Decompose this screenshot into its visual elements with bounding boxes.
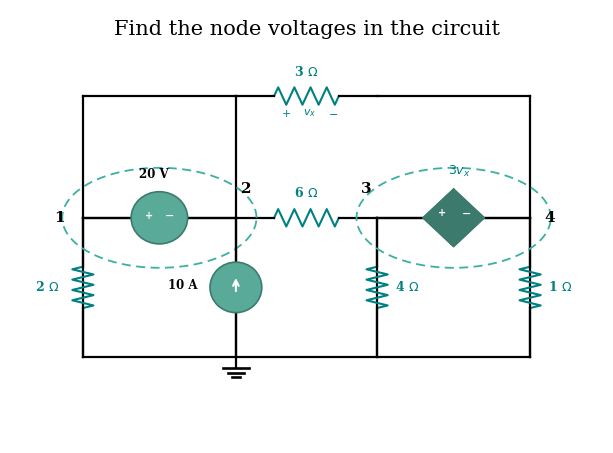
Text: $v_x$: $v_x$ <box>303 107 316 119</box>
Text: $3v_x$: $3v_x$ <box>448 164 471 178</box>
Text: 6 $\Omega$: 6 $\Omega$ <box>294 186 319 199</box>
Text: +: + <box>438 208 446 218</box>
Text: +: + <box>145 211 153 221</box>
Text: 1 $\Omega$: 1 $\Omega$ <box>548 280 572 294</box>
Text: $+$: $+$ <box>281 108 291 119</box>
Ellipse shape <box>210 262 262 313</box>
Text: $-$: $-$ <box>328 108 338 118</box>
Text: 2 $\Omega$: 2 $\Omega$ <box>35 280 59 294</box>
Text: 2: 2 <box>240 182 251 196</box>
Text: −: − <box>462 208 471 218</box>
Polygon shape <box>423 189 484 246</box>
Text: 20 V: 20 V <box>139 168 169 181</box>
Text: 4: 4 <box>545 211 555 225</box>
Text: −: − <box>166 211 175 221</box>
Ellipse shape <box>131 192 188 244</box>
Text: Find the node voltages in the circuit: Find the node voltages in the circuit <box>113 20 500 39</box>
Text: 3 $\Omega$: 3 $\Omega$ <box>294 65 319 79</box>
Text: 3: 3 <box>360 182 371 196</box>
Text: 1: 1 <box>55 211 65 225</box>
Text: 10 A: 10 A <box>168 279 197 292</box>
Text: 4 $\Omega$: 4 $\Omega$ <box>395 280 419 294</box>
